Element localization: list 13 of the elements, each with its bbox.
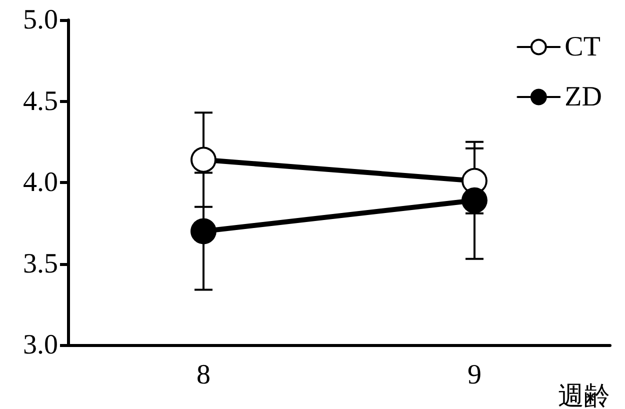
point: [190, 146, 216, 173]
y-tick-label: 3.0: [23, 330, 58, 360]
x-axis-title: 週齢: [558, 382, 610, 409]
point: [190, 218, 216, 244]
point: [462, 187, 488, 214]
x-tick-label: 9: [468, 360, 482, 390]
y-tick-label: 5.0: [23, 4, 58, 36]
legend-label: CT: [564, 32, 600, 62]
y-tick-label: 4.0: [23, 167, 58, 198]
legend-label: ZD: [564, 82, 602, 112]
y-tick-label: 3.5: [23, 248, 58, 280]
x-tick-label: 8: [196, 360, 210, 390]
y-tick-label: 4.5: [23, 86, 58, 117]
